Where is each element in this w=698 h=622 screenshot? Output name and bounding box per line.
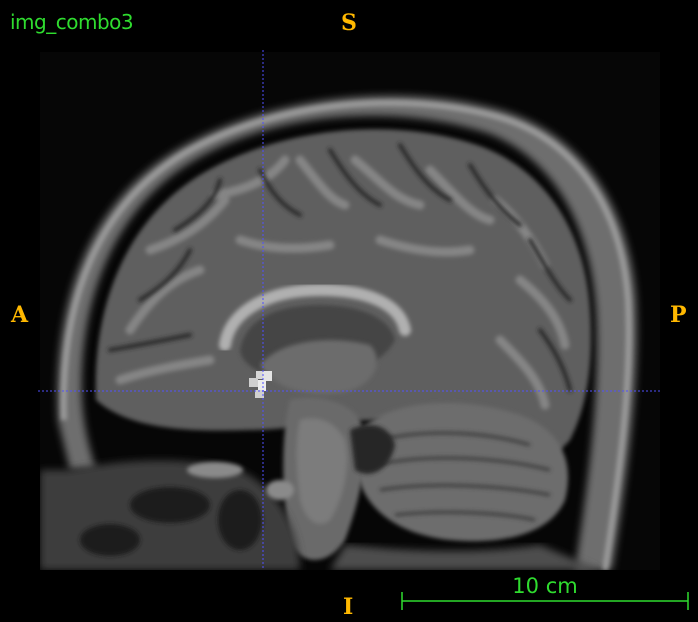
orientation-inferior-label: I [343,594,354,620]
image-title: img_combo3 [10,10,134,34]
orientation-posterior-label: P [670,302,687,328]
roi-marker [249,371,272,398]
orientation-anterior-label: A [11,302,29,328]
brain-image [40,52,660,570]
scale-bar [401,592,689,610]
orientation-superior-label: S [341,10,357,36]
scale-bar-label: 10 cm [512,574,578,598]
